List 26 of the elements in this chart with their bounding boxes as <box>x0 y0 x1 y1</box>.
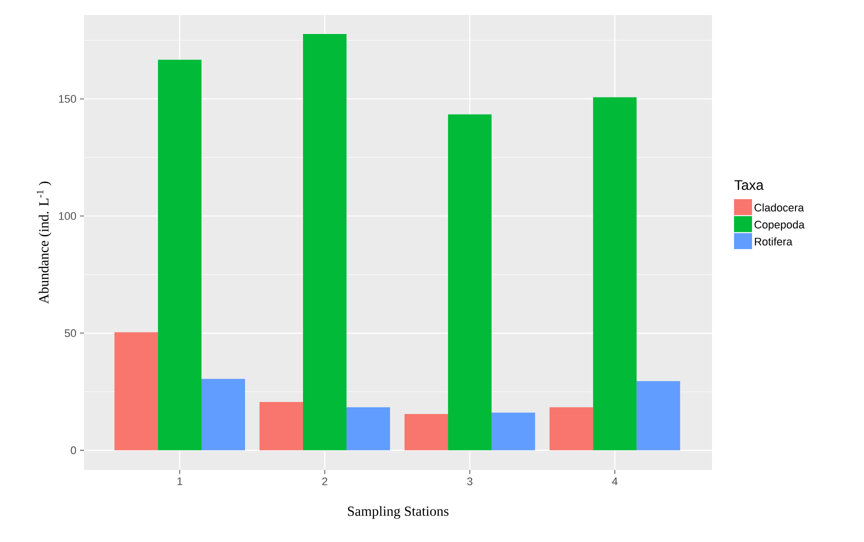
y-tick-label: 50 <box>64 329 76 338</box>
bar <box>346 407 390 450</box>
x-tick-label: 1 <box>178 478 182 486</box>
bar <box>158 60 202 450</box>
bar <box>404 414 448 450</box>
bar <box>260 402 304 450</box>
x-tick-label: 2 <box>322 478 328 486</box>
bar <box>550 407 594 450</box>
x-tick-label: 4 <box>612 478 618 486</box>
bar <box>201 378 245 450</box>
y-tick-label: 150 <box>59 94 76 103</box>
legend-label: Rotifera <box>754 237 792 246</box>
legend-label: Copepoda <box>754 220 805 231</box>
bar <box>448 114 492 450</box>
x-tick-label: 3 <box>467 478 472 486</box>
bar <box>114 332 158 450</box>
y-tick-label: 100 <box>59 212 76 220</box>
bar <box>636 381 680 450</box>
bar <box>593 97 637 450</box>
legend-title: Taxa <box>734 180 764 190</box>
bar <box>303 34 347 450</box>
y-axis-title: Abundance (ind. L$^{-1}$ ) <box>36 182 52 304</box>
y-tick-label: 0 <box>70 446 76 454</box>
bar <box>492 412 536 450</box>
x-axis-title: Sampling Stations <box>348 506 448 519</box>
legend-label: Cladocera <box>754 203 804 212</box>
